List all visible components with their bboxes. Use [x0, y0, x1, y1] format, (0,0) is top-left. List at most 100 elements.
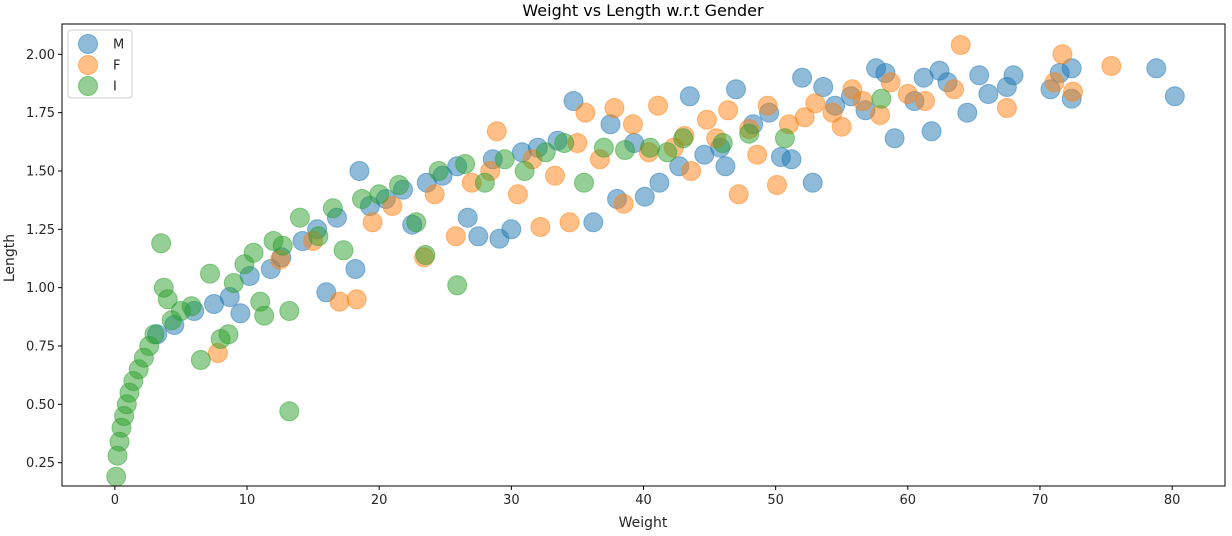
point-F-15 [530, 217, 551, 237]
point-M-26 [501, 219, 522, 240]
point-F-16 [545, 165, 565, 186]
point-I-56 [774, 128, 795, 149]
point-M-68 [1061, 58, 1082, 79]
legend-marker-M [78, 34, 98, 54]
y-tick-label-7: 2.00 [26, 48, 55, 63]
point-I-29 [279, 301, 300, 321]
y-tick-label-1: 0.50 [26, 398, 55, 413]
point-F-8 [424, 184, 445, 205]
point-F-45 [880, 72, 901, 93]
point-I-41 [447, 275, 468, 296]
plot-points [106, 35, 1185, 487]
point-F-39 [805, 93, 826, 114]
x-tick-label-5: 50 [767, 493, 784, 508]
point-M-62 [969, 65, 990, 86]
point-F-31 [718, 100, 739, 121]
point-F-5 [362, 212, 383, 233]
point-I-52 [657, 142, 678, 163]
point-F-28 [681, 161, 702, 181]
point-M-47 [792, 67, 813, 88]
series-F [207, 35, 1122, 363]
point-F-19 [575, 102, 596, 123]
legend-marker-F [78, 55, 98, 75]
point-F-21 [604, 98, 625, 118]
point-F-43 [852, 91, 873, 111]
x-axis: 0 10 20 30 40 50 60 70 80 [111, 486, 1180, 508]
point-F-47 [915, 91, 935, 111]
point-F-32 [728, 184, 749, 205]
point-M-65 [1003, 65, 1024, 86]
point-I-55 [739, 123, 760, 144]
point-F-46 [897, 84, 918, 104]
point-F-3 [329, 291, 350, 312]
point-M-36 [649, 172, 670, 193]
chart-title: Weight vs Length w.r.t Gender [522, 1, 764, 20]
point-F-38 [794, 107, 815, 128]
legend-label-M: M [113, 38, 124, 53]
point-F-48 [944, 79, 965, 100]
point-F-34 [747, 144, 768, 165]
y-tick-label-2: 0.75 [26, 340, 55, 355]
y-axis-label: Length [2, 234, 18, 282]
point-I-0 [106, 466, 127, 487]
point-I-14 [157, 289, 178, 310]
point-F-4 [346, 289, 367, 310]
point-I-57 [871, 88, 892, 109]
point-F-12 [486, 121, 507, 142]
point-I-50 [615, 140, 635, 160]
x-tick-label-6: 60 [900, 493, 917, 508]
point-F-29 [696, 109, 717, 130]
point-M-14 [349, 161, 370, 181]
point-M-71 [1164, 86, 1185, 107]
point-I-47 [554, 133, 575, 153]
y-tick-label-0: 0.25 [26, 456, 55, 471]
point-I-48 [574, 172, 594, 193]
point-I-22 [223, 273, 244, 293]
point-M-46 [781, 149, 802, 170]
point-I-26 [250, 291, 271, 312]
legend-label-I: I [113, 80, 117, 95]
point-M-49 [813, 77, 834, 97]
point-I-43 [474, 172, 495, 193]
point-M-55 [884, 128, 905, 149]
x-tick-label-7: 70 [1032, 493, 1049, 508]
y-axis: 0.25 0.50 0.75 1.00 1.25 1.50 1.75 2.00 [26, 48, 62, 471]
point-I-54 [712, 133, 733, 153]
point-M-63 [978, 84, 999, 104]
point-F-40 [822, 102, 843, 123]
point-F-53 [1063, 81, 1083, 102]
point-F-41 [831, 116, 852, 137]
x-tick-label-0: 0 [111, 493, 119, 508]
point-F-17 [559, 212, 580, 233]
point-M-61 [957, 102, 978, 123]
y-tick-label-5: 1.50 [26, 165, 55, 180]
x-tick-label-4: 40 [635, 493, 652, 508]
point-F-6 [382, 196, 403, 216]
point-M-70 [1146, 58, 1167, 79]
point-F-13 [507, 184, 528, 205]
series-I [106, 88, 892, 487]
point-I-28 [272, 235, 293, 256]
point-I-34 [333, 240, 354, 261]
point-M-13 [345, 259, 366, 279]
legend: MFI [67, 29, 133, 99]
x-tick-label-2: 20 [371, 493, 388, 508]
point-M-58 [921, 121, 942, 142]
point-M-42 [726, 79, 746, 100]
point-M-23 [468, 226, 489, 247]
x-tick-label-3: 30 [503, 493, 520, 508]
point-I-46 [535, 142, 556, 163]
point-I-32 [308, 226, 329, 247]
point-I-35 [352, 189, 372, 209]
point-I-19 [200, 263, 220, 284]
point-M-22 [457, 207, 478, 228]
point-F-36 [767, 175, 787, 195]
y-tick-label-4: 1.25 [26, 223, 55, 238]
point-I-18 [190, 350, 211, 370]
point-F-23 [622, 114, 643, 135]
point-F-51 [1044, 72, 1065, 93]
point-M-32 [600, 114, 621, 135]
point-I-36 [369, 184, 390, 205]
y-tick-label-3: 1.00 [26, 281, 55, 296]
